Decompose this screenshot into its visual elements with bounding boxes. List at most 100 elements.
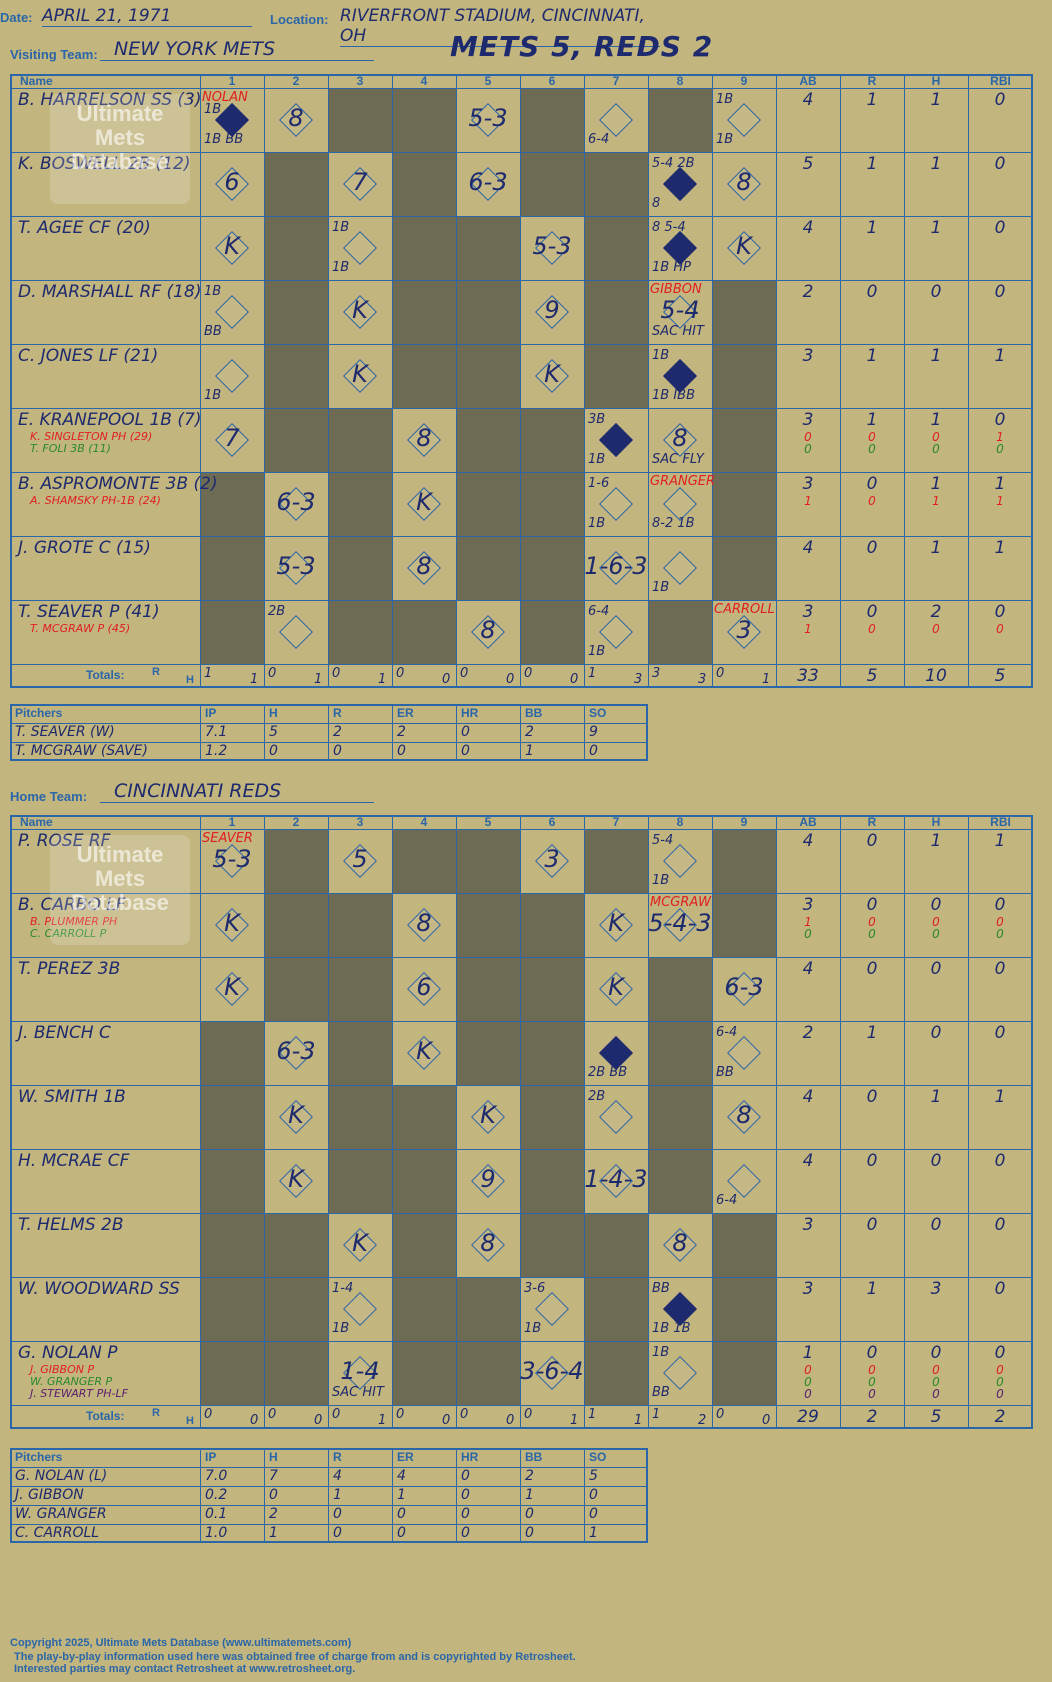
pitcher-stat: 0	[461, 1525, 470, 1541]
player-stat-ab: 3	[802, 602, 814, 622]
hit-result-note: 1B HP	[652, 260, 691, 275]
play-notation: 6-3	[276, 1037, 316, 1065]
totals-h-label: H	[186, 1415, 194, 1427]
player-name: W. SMITH 1B	[18, 1087, 126, 1107]
player-stat-h: 0	[932, 927, 940, 941]
player-stat-rbi: 0	[996, 1375, 1004, 1389]
pitcher-stat: 0	[269, 1487, 278, 1503]
column-header-inning: 9	[740, 815, 748, 829]
player-name: J. GROTE C (15)	[18, 538, 151, 558]
unused-inning-cell	[584, 216, 648, 280]
inning-hits-total: 3	[698, 672, 707, 687]
hit-result-note: 1B	[332, 260, 350, 275]
play-notation: K	[352, 1229, 368, 1257]
substitute-name: J. STEWART PH-LF	[30, 1387, 128, 1400]
play-notation: 8	[288, 104, 304, 132]
play-notation: 7	[352, 168, 368, 196]
play-notation: K	[224, 909, 240, 937]
column-header-inning: 6	[548, 74, 556, 88]
grid-col-line	[904, 815, 905, 1429]
player-stat-h: 0	[930, 1023, 942, 1043]
unused-inning-cell	[712, 1213, 776, 1277]
base-advance-note: 8 5-4	[652, 220, 686, 235]
play-notation: 3	[736, 616, 752, 644]
pitcher-stat: 0	[461, 1487, 470, 1503]
pitchers-header-cell: R	[333, 1450, 342, 1464]
pitcher-stat: 0	[333, 743, 342, 759]
inning-runs-total: 1	[652, 1407, 661, 1422]
team-total-r: 2	[866, 1407, 878, 1427]
player-stat-h: 0	[932, 1387, 940, 1401]
player-stat-r: 0	[866, 602, 878, 622]
unused-inning-cell	[456, 1341, 520, 1405]
location-label: Location:	[270, 12, 329, 27]
inning-hits-total: 0	[506, 672, 515, 687]
base-advance-note: 1-6	[588, 476, 610, 491]
hit-result-note: 1B	[652, 580, 670, 595]
pitchers-header-cell: IP	[205, 706, 217, 720]
player-stat-rbi: 0	[994, 1023, 1006, 1043]
play-notation: 9	[480, 1165, 496, 1193]
player-stat-rbi: 0	[996, 1363, 1004, 1377]
pitcher-stat: 4	[333, 1468, 342, 1484]
unused-inning-cell	[456, 472, 520, 536]
pitcher-name: C. CARROLL	[15, 1525, 100, 1541]
unused-inning-cell	[520, 600, 584, 664]
pitcher-stat: 0	[461, 1506, 470, 1522]
hit-result-note: 1B	[204, 388, 222, 403]
pitcher-stat: 1	[589, 1525, 598, 1541]
unused-inning-cell	[648, 957, 712, 1021]
column-header-inning: 8	[676, 74, 684, 88]
unused-inning-cell	[584, 1341, 648, 1405]
inning-runs-total: 0	[396, 666, 405, 681]
column-header-stat: R	[867, 815, 877, 829]
pitchers-col-line	[392, 1448, 393, 1543]
pitcher-change-note: GIBBON	[650, 282, 702, 297]
player-stat-ab: 4	[802, 959, 814, 979]
player-stat-r: 0	[866, 831, 878, 851]
base-advance-note: 2B	[588, 1089, 606, 1104]
inning-hits-total: 0	[250, 1413, 259, 1428]
unused-inning-cell	[456, 829, 520, 893]
hit-result-note: SAC HIT	[332, 1385, 384, 1400]
player-name: T. HELMS 2B	[18, 1215, 124, 1235]
grid-row-line	[10, 600, 1033, 601]
pitcher-stat: 2	[397, 724, 406, 740]
play-notation: K	[352, 360, 368, 388]
player-stat-h: 1	[930, 538, 942, 558]
inning-runs-total: 0	[524, 1407, 533, 1422]
player-stat-rbi: 0	[996, 622, 1004, 636]
player-stat-h: 0	[932, 442, 940, 456]
player-stat-h: 0	[930, 895, 942, 915]
player-stat-rbi: 0	[994, 1151, 1006, 1171]
pitchers-header-cell: HR	[461, 706, 479, 720]
pitcher-stat: 0	[269, 743, 278, 759]
totals-label: Totals:	[86, 668, 125, 682]
pitchers-col-line	[584, 1448, 585, 1543]
unused-inning-cell	[328, 600, 392, 664]
hit-result-note: BB	[716, 1065, 734, 1080]
inning-hits-total: 0	[570, 672, 579, 687]
pitcher-stat: 7.0	[205, 1468, 228, 1484]
substitute-name: W. GRANGER P	[30, 1375, 113, 1388]
player-stat-r: 0	[868, 430, 876, 444]
unused-inning-cell	[328, 408, 392, 472]
pitchers-col-line	[584, 704, 585, 761]
play-notation: K	[416, 488, 432, 516]
player-stat-ab: 4	[802, 538, 814, 558]
pitcher-name: J. GIBBON	[15, 1487, 84, 1503]
pitchers-col-line	[200, 704, 201, 761]
player-stat-ab: 4	[802, 1087, 814, 1107]
inning-runs-total: 0	[332, 1407, 341, 1422]
player-stat-rbi: 0	[994, 959, 1006, 979]
hit-result-note: 1B	[588, 452, 606, 467]
player-stat-ab: 0	[804, 1375, 812, 1389]
player-stat-rbi: 1	[994, 474, 1006, 494]
player-stat-rbi: 0	[994, 218, 1006, 238]
grid-row-line	[10, 1213, 1033, 1214]
player-stat-r: 0	[866, 538, 878, 558]
play-notation: 5	[352, 845, 368, 873]
player-stat-r: 0	[866, 959, 878, 979]
play-notation: 5-4-3	[648, 909, 712, 937]
watermark-logo: Ultimate Mets Database	[50, 94, 190, 204]
